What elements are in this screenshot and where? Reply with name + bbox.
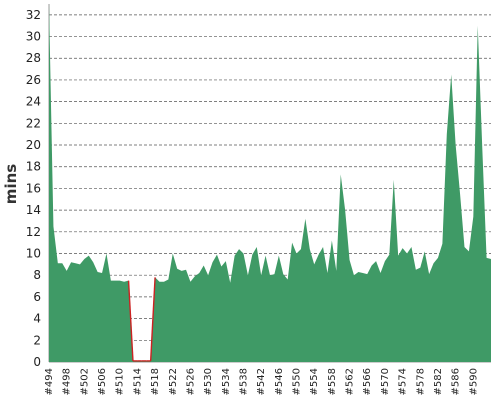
x-tick-586: #586 [451, 368, 462, 395]
x-tick-534: #534 [221, 368, 232, 395]
x-tick-578: #578 [415, 368, 426, 395]
y-tick-22: 22 [26, 116, 41, 130]
y-tick-20: 20 [26, 138, 41, 152]
y-tick-6: 6 [33, 290, 41, 304]
x-tick-510: #510 [115, 368, 126, 395]
y-tick-2: 2 [33, 333, 41, 347]
x-tick-554: #554 [309, 368, 320, 395]
y-tick-8: 8 [33, 268, 41, 282]
x-tick-494: #494 [44, 368, 55, 395]
x-tick-582: #582 [433, 368, 444, 395]
x-tick-546: #546 [274, 368, 285, 395]
x-tick-502: #502 [79, 368, 90, 395]
y-tick-12: 12 [26, 225, 41, 239]
x-tick-498: #498 [62, 368, 73, 395]
y-tick-18: 18 [26, 160, 41, 174]
x-tick-506: #506 [97, 368, 108, 395]
x-tick-526: #526 [185, 368, 196, 395]
x-tick-558: #558 [327, 368, 338, 395]
y-tick-16: 16 [26, 181, 41, 195]
x-tick-570: #570 [380, 368, 391, 395]
x-tick-542: #542 [256, 368, 267, 395]
low-duration-layer [129, 277, 156, 361]
y-tick-4: 4 [33, 312, 41, 326]
x-tick-518: #518 [150, 368, 161, 395]
y-tick-28: 28 [26, 51, 41, 65]
y-tick-24: 24 [26, 95, 41, 109]
y-tick-30: 30 [26, 30, 41, 44]
x-tick-522: #522 [168, 368, 179, 395]
area-layer [49, 4, 491, 362]
y-tick-0: 0 [33, 355, 41, 369]
x-tick-514: #514 [132, 368, 143, 395]
y-tick-14: 14 [26, 203, 41, 217]
y-tick-26: 26 [26, 73, 41, 87]
x-tick-562: #562 [345, 368, 356, 395]
x-tick-566: #566 [362, 368, 373, 395]
duration-area [49, 4, 491, 362]
x-tick-538: #538 [238, 368, 249, 395]
x-tick-labels: #494 #498 #502 #506 #510 #514 #518 #522 #526 #530… [44, 368, 479, 395]
x-tick-590: #590 [468, 368, 479, 395]
x-tick-530: #530 [203, 368, 214, 395]
x-tick-550: #550 [292, 368, 303, 395]
x-tick-574: #574 [398, 368, 409, 395]
y-axis-title: mins [2, 164, 20, 204]
y-tick-10: 10 [26, 247, 41, 261]
y-tick-32: 32 [26, 8, 41, 22]
